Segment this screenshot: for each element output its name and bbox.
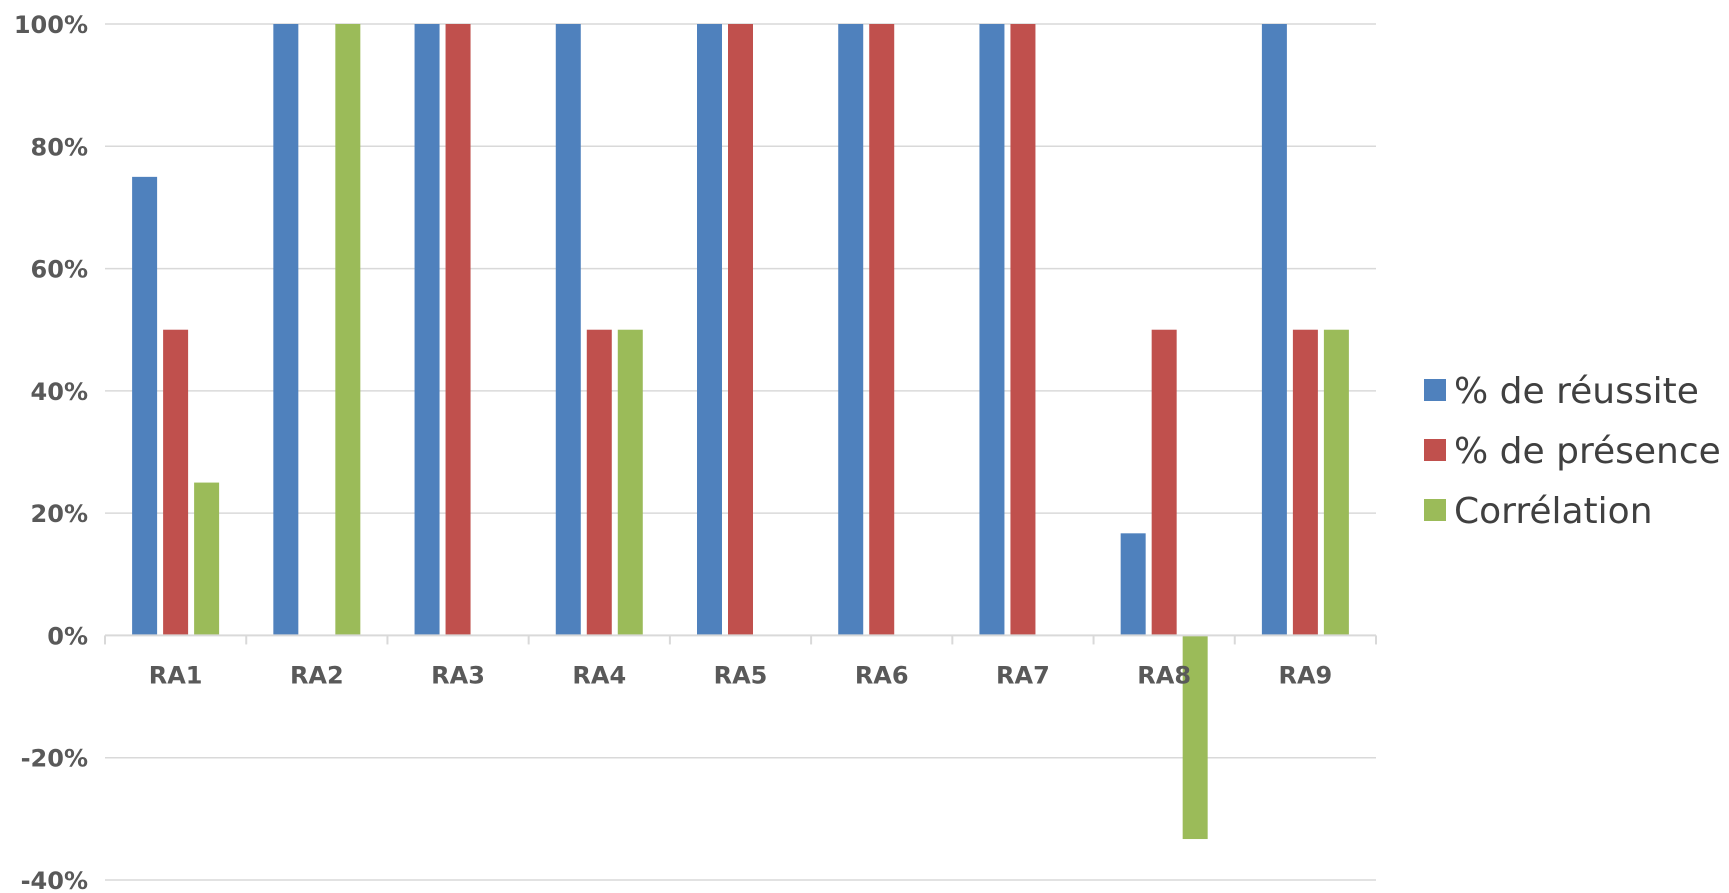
y-tick-label: 20% <box>31 500 88 528</box>
bar <box>1292 329 1318 636</box>
bar <box>1261 24 1287 636</box>
y-tick-label: 0% <box>47 622 88 650</box>
bar <box>869 24 895 636</box>
legend-swatch <box>1424 499 1446 521</box>
y-tick-label: -20% <box>21 745 88 773</box>
bar <box>445 24 471 636</box>
bar <box>335 24 361 636</box>
y-tick-labels: 100% 80% 60% 40% 20% 0% -20% -40% <box>14 11 88 893</box>
bars <box>132 24 1349 840</box>
bar <box>163 329 189 636</box>
legend-label: % de présence <box>1454 431 1721 472</box>
bar <box>132 176 158 636</box>
y-tick-label: 80% <box>31 133 88 161</box>
bar <box>979 24 1005 636</box>
bar <box>194 482 220 636</box>
legend-label: Corrélation <box>1454 491 1653 532</box>
x-tick-label: RA6 <box>855 661 909 689</box>
bar <box>1010 24 1036 636</box>
x-tick-label: RA4 <box>572 661 626 689</box>
y-tick-label: 60% <box>31 256 88 284</box>
bar <box>1120 533 1146 636</box>
bar <box>1151 329 1177 636</box>
bar <box>728 24 753 636</box>
x-tick-labels: RA1 RA2 RA3 RA4 RA5 RA6 RA7 RA8 RA9 <box>149 661 1333 689</box>
legend-swatch <box>1424 379 1446 401</box>
bar <box>1323 329 1349 636</box>
bar <box>1182 635 1208 840</box>
x-axis <box>104 634 1377 645</box>
legend: % de réussite % de présence Corrélation <box>1424 371 1721 532</box>
bar <box>555 24 581 636</box>
bar <box>414 24 440 636</box>
x-tick-label: RA7 <box>996 661 1050 689</box>
legend-swatch <box>1424 439 1446 461</box>
x-tick-label: RA1 <box>149 661 203 689</box>
y-tick-label: 100% <box>14 11 88 39</box>
y-tick-label: 40% <box>31 378 88 406</box>
bar <box>838 24 864 636</box>
bar <box>586 329 612 636</box>
legend-label: % de réussite <box>1454 371 1699 412</box>
x-tick-label: RA9 <box>1279 661 1333 689</box>
bar <box>617 329 643 636</box>
x-tick-label: RA2 <box>290 661 344 689</box>
bar <box>697 24 722 636</box>
bar <box>273 24 299 636</box>
x-tick-label: RA3 <box>431 661 485 689</box>
x-tick-label: RA8 <box>1137 661 1191 689</box>
x-tick-label: RA5 <box>714 661 768 689</box>
y-tick-label: -40% <box>21 867 88 893</box>
